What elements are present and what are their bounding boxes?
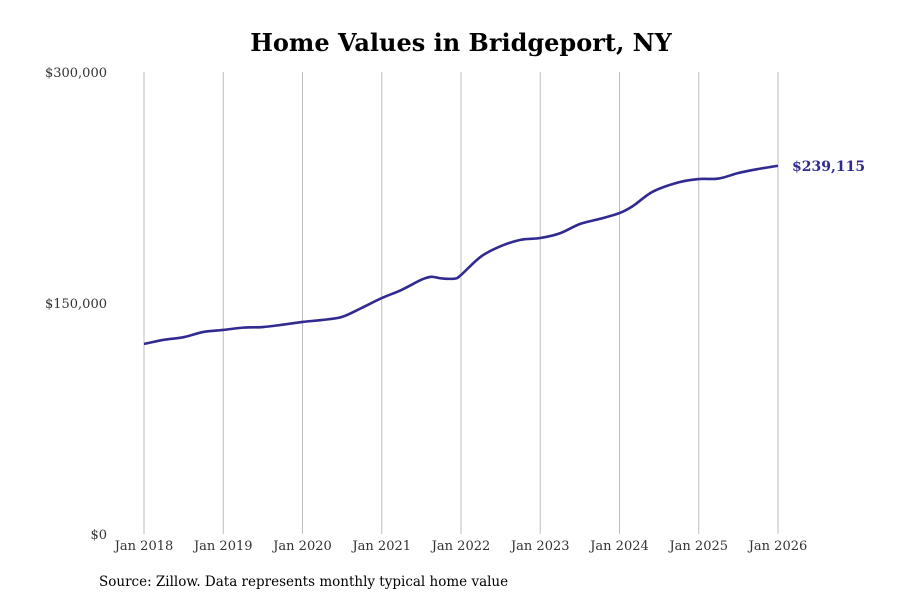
y-tick-label: $300,000 [45, 66, 107, 81]
x-tick-label: Jan 2021 [350, 539, 411, 554]
x-axis: Jan 2018 Jan 2019 Jan 2020 Jan 2021 Jan 2022… [113, 539, 808, 554]
source-note: Source: Zillow. Data represents monthly … [99, 574, 509, 590]
series-line [143, 164, 779, 346]
x-tick-label: Jan 2026 [747, 539, 808, 554]
x-tick-label: Jan 2019 [192, 539, 253, 554]
x-tick-label: Jan 2018 [113, 539, 174, 554]
x-tick-label: Jan 2024 [588, 539, 649, 554]
x-tick-label: Jan 2022 [430, 539, 491, 554]
x-tick-label: Jan 2025 [667, 539, 728, 554]
x-tick-label: Jan 2020 [271, 539, 332, 554]
y-tick-label: $0 [90, 528, 107, 543]
end-value-label: $239,115 [792, 159, 865, 175]
chart-title: Home Values in Bridgeport, NY [250, 28, 672, 57]
y-tick-label: $150,000 [45, 297, 107, 312]
grid-lines [143, 72, 779, 534]
x-tick-label: Jan 2023 [509, 539, 570, 554]
y-axis: $0 $150,000 $300,000 [45, 66, 107, 543]
